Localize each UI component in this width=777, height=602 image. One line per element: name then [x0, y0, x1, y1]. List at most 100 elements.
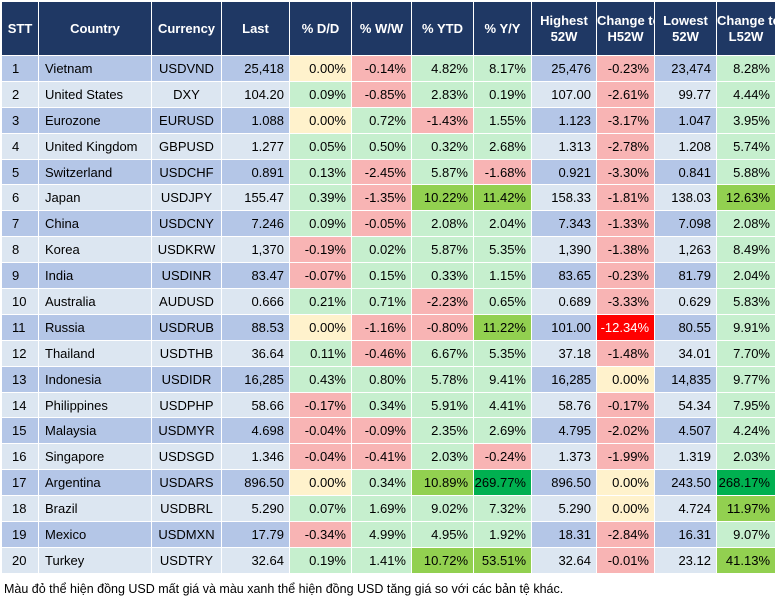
- header-row: STT Country Currency Last% D/D% W/W% YTD% Y…: [1, 1, 776, 56]
- cell-stt: 18: [1, 495, 39, 523]
- cell-ww: 1.69%: [351, 495, 412, 523]
- cell-change-l52w: 4.24%: [716, 417, 776, 445]
- cell-last: 58.66: [221, 391, 290, 419]
- cell-country: Russia: [38, 313, 152, 341]
- table-row: 10 Australia AUDUSD 0.666 0.21% 0.71% -2.23% 0.…: [1, 288, 776, 315]
- cell-lowest-52w: 7.098: [654, 210, 717, 238]
- cell-ytd: 10.89%: [411, 469, 474, 497]
- table-row: 15 Malaysia USDMYR 4.698 -0.04% -0.09% 2.35% 2.…: [1, 417, 776, 445]
- cell-highest-52w: 37.18: [531, 339, 597, 367]
- cell-ytd: 6.67%: [411, 339, 474, 367]
- cell-dd: 0.00%: [289, 106, 352, 134]
- cell-country: Korea: [38, 236, 152, 264]
- cell-ytd: -1.43%: [411, 106, 474, 134]
- cell-stt: 14: [1, 391, 39, 419]
- cell-currency: DXY: [151, 80, 222, 108]
- footnote: Màu đỏ thể hiện đồng USD mất giá và màu …: [4, 582, 564, 596]
- cell-change-l52w: 4.44%: [716, 80, 776, 108]
- cell-ww: -0.85%: [351, 80, 412, 108]
- table-row: 14 Philippines USDPHP 58.66 -0.17% 0.34% 5.91%…: [1, 391, 776, 419]
- cell-change-h52w: -2.02%: [596, 417, 655, 445]
- table-body: 1 Vietnam USDVND 25,418 0.00% -0.14% 4.82% 8.17…: [1, 55, 776, 574]
- cell-country: Japan: [38, 184, 152, 212]
- cell-yy: 11.22%: [473, 313, 532, 341]
- cell-last: 36.64: [221, 339, 290, 367]
- table-row: 6 Japan USDJPY 155.47 0.39% -1.35% 10.22% 11.42…: [1, 184, 776, 212]
- cell-currency: USDMXN: [151, 521, 222, 548]
- cell-currency: EURUSD: [151, 106, 222, 134]
- cell-change-l52w: 12.63%: [716, 184, 776, 212]
- cell-ww: -0.41%: [351, 443, 412, 471]
- cell-yy: 53.51%: [473, 546, 532, 574]
- cell-ytd: 10.72%: [411, 546, 474, 574]
- table-row: 13 Indonesia USDIDR 16,285 0.43% 0.80% 5.78% 9.…: [1, 365, 776, 393]
- currency-table: STT Country Currency Last% D/D% W/W% YTD% Y…: [1, 1, 776, 574]
- cell-lowest-52w: 54.34: [654, 391, 717, 419]
- header-country: Country: [38, 1, 152, 56]
- cell-last: 1.346: [221, 443, 290, 471]
- cell-highest-52w: 7.343: [531, 210, 597, 238]
- cell-lowest-52w: 23.12: [654, 546, 717, 574]
- cell-last: 7.246: [221, 210, 290, 238]
- cell-lowest-52w: 81.79: [654, 262, 717, 290]
- cell-dd: -0.19%: [289, 236, 352, 264]
- cell-stt: 9: [1, 262, 39, 290]
- cell-yy: 9.41%: [473, 365, 532, 393]
- cell-change-h52w: -0.01%: [596, 546, 655, 574]
- cell-last: 155.47: [221, 184, 290, 212]
- cell-change-h52w: -1.38%: [596, 236, 655, 264]
- cell-country: India: [38, 262, 152, 290]
- cell-last: 32.64: [221, 546, 290, 574]
- cell-yy: -0.24%: [473, 443, 532, 471]
- cell-change-l52w: 9.07%: [716, 521, 776, 548]
- cell-change-h52w: -3.30%: [596, 158, 655, 186]
- cell-last: 1.277: [221, 132, 290, 160]
- cell-dd: 0.21%: [289, 288, 352, 315]
- cell-lowest-52w: 34.01: [654, 339, 717, 367]
- cell-ww: -0.14%: [351, 55, 412, 82]
- cell-ww: -0.09%: [351, 417, 412, 445]
- cell-lowest-52w: 0.841: [654, 158, 717, 186]
- header-highest-52w: Highest 52W: [531, 1, 597, 56]
- cell-stt: 12: [1, 339, 39, 367]
- cell-lowest-52w: 1.208: [654, 132, 717, 160]
- cell-yy: 0.65%: [473, 288, 532, 315]
- cell-change-h52w: -1.99%: [596, 443, 655, 471]
- cell-currency: GBPUSD: [151, 132, 222, 160]
- cell-country: Malaysia: [38, 417, 152, 445]
- cell-change-h52w: -1.81%: [596, 184, 655, 212]
- cell-dd: -0.04%: [289, 443, 352, 471]
- cell-ytd: 0.33%: [411, 262, 474, 290]
- cell-change-h52w: 0.00%: [596, 469, 655, 497]
- cell-currency: USDIDR: [151, 365, 222, 393]
- cell-ww: 0.80%: [351, 365, 412, 393]
- cell-yy: 2.04%: [473, 210, 532, 238]
- cell-country: United Kingdom: [38, 132, 152, 160]
- cell-stt: 6: [1, 184, 39, 212]
- cell-currency: USDARS: [151, 469, 222, 497]
- cell-highest-52w: 18.31: [531, 521, 597, 548]
- cell-ww: 4.99%: [351, 521, 412, 548]
- cell-change-l52w: 7.95%: [716, 391, 776, 419]
- cell-change-l52w: 3.95%: [716, 106, 776, 134]
- cell-stt: 11: [1, 313, 39, 341]
- header-stt: STT: [1, 1, 39, 56]
- cell-yy: 0.19%: [473, 80, 532, 108]
- cell-currency: AUDUSD: [151, 288, 222, 315]
- cell-ytd: 2.35%: [411, 417, 474, 445]
- cell-dd: -0.34%: [289, 521, 352, 548]
- cell-change-h52w: -3.33%: [596, 288, 655, 315]
- cell-last: 83.47: [221, 262, 290, 290]
- cell-country: Philippines: [38, 391, 152, 419]
- cell-dd: 0.00%: [289, 469, 352, 497]
- cell-ww: -1.16%: [351, 313, 412, 341]
- table-row: 17 Argentina USDARS 896.50 0.00% 0.34% 10.89% 2…: [1, 469, 776, 497]
- cell-change-l52w: 7.70%: [716, 339, 776, 367]
- cell-stt: 7: [1, 210, 39, 238]
- cell-highest-52w: 25,476: [531, 55, 597, 82]
- cell-currency: USDBRL: [151, 495, 222, 523]
- cell-ww: 1.41%: [351, 546, 412, 574]
- cell-currency: USDMYR: [151, 417, 222, 445]
- cell-stt: 5: [1, 158, 39, 186]
- cell-stt: 13: [1, 365, 39, 393]
